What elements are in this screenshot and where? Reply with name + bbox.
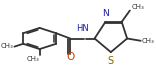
Text: O: O — [66, 52, 74, 62]
Text: CH₃: CH₃ — [131, 4, 144, 10]
Text: HN: HN — [76, 24, 89, 33]
Text: CH₃: CH₃ — [1, 43, 14, 49]
Text: CH₃: CH₃ — [142, 38, 155, 44]
Text: S: S — [107, 56, 113, 66]
Text: N: N — [102, 9, 109, 18]
Text: CH₃: CH₃ — [26, 56, 39, 62]
